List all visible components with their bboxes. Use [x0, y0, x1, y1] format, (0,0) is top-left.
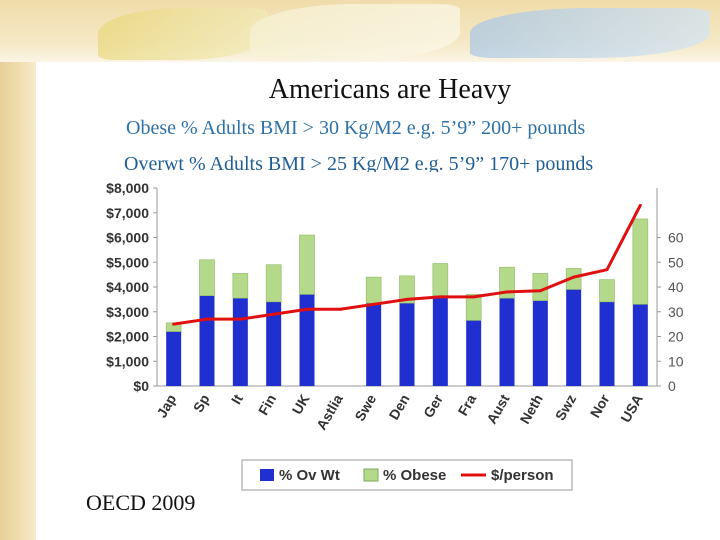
obese-definition: Obese % Adults BMI > 30 Kg/M2 e.g. 5’9” …	[126, 117, 586, 139]
legend-swatch-overweight	[260, 469, 274, 481]
bar-overweight-swe	[366, 303, 382, 386]
right-tick-label: 20	[668, 329, 684, 345]
left-tick-label: $4,000	[106, 279, 149, 295]
bar-obese-it	[232, 273, 249, 299]
bar-overweight-aust	[499, 298, 515, 386]
left-tick-label: $3,000	[106, 304, 149, 320]
cost-point	[405, 297, 409, 301]
bar-overweight-fra	[466, 320, 482, 386]
bar-obese-usa	[632, 218, 649, 305]
left-tick-label: $1,000	[106, 353, 149, 369]
right-tick-label: 50	[668, 254, 684, 270]
left-tick-label: $2,000	[106, 329, 149, 345]
bar-overweight-sp	[199, 295, 215, 386]
bar-obese-nor	[599, 279, 615, 303]
bar-overweight-den	[399, 303, 415, 386]
category-label: Sp	[190, 392, 213, 415]
leaf-decoration	[470, 8, 710, 58]
legend-label-obese: % Obese	[383, 467, 446, 484]
cost-point	[205, 317, 209, 321]
bar-obese-ger	[432, 263, 449, 296]
bar-overweight-nor	[599, 301, 615, 386]
source-footer: OECD 2009	[86, 490, 196, 515]
legend: % Ov Wt % Obese $/person	[241, 459, 573, 491]
chart-area	[100, 172, 690, 492]
cost-point	[538, 289, 542, 293]
cost-point	[338, 307, 342, 311]
cost-point	[572, 275, 576, 279]
bar-overweight-it	[232, 298, 248, 386]
cost-point	[272, 312, 276, 316]
left-tick-label: $5,000	[106, 254, 149, 270]
bar-obese-den	[399, 275, 415, 304]
legend-label-overweight: % Ov Wt	[279, 467, 340, 484]
cost-point	[505, 290, 509, 294]
bar-overweight-neth	[532, 300, 548, 386]
leaf-decoration	[98, 8, 268, 60]
legend-box	[241, 459, 573, 491]
cost-point	[238, 317, 242, 321]
leaf-decoration	[250, 4, 460, 60]
bar-overweight-swz	[566, 289, 582, 386]
bar-obese-fra	[465, 294, 482, 321]
left-tick-label: $7,000	[106, 205, 149, 221]
parchment-left-border	[0, 0, 36, 540]
bar-overweight-usa	[632, 304, 648, 386]
cost-point	[172, 322, 176, 326]
left-tick-label: $6,000	[106, 230, 149, 246]
bar-overweight-ger	[432, 295, 448, 386]
legend-swatch-obese	[363, 468, 379, 482]
right-tick-label: 0	[668, 378, 676, 394]
bar-overweight-uk	[299, 294, 315, 386]
bar-obese-fin	[265, 264, 282, 303]
right-tick-label: 60	[668, 230, 684, 246]
left-tick-label: $0	[133, 378, 149, 394]
legend-label-line: $/person	[491, 467, 554, 484]
bar-overweight-jap	[166, 331, 182, 386]
left-tick-label: $8,000	[106, 180, 149, 196]
bar-overweight-fin	[266, 301, 282, 386]
overweight-definition: Overwt % Adults BMI > 25 Kg/M2 e.g. 5’9”…	[124, 153, 594, 175]
bar-obese-sp	[199, 259, 215, 296]
bar-obese-swe	[365, 276, 382, 304]
right-tick-label: 40	[668, 279, 684, 295]
cost-point	[638, 203, 642, 207]
cost-point	[472, 295, 476, 299]
right-tick-label: 10	[668, 353, 684, 369]
right-tick-label: 30	[668, 304, 684, 320]
cost-point	[305, 307, 309, 311]
bar-obese-uk	[299, 234, 315, 295]
slide-title: Americans are Heavy	[268, 74, 512, 105]
cost-point	[605, 268, 609, 272]
cost-point	[438, 295, 442, 299]
cost-point	[372, 302, 376, 306]
